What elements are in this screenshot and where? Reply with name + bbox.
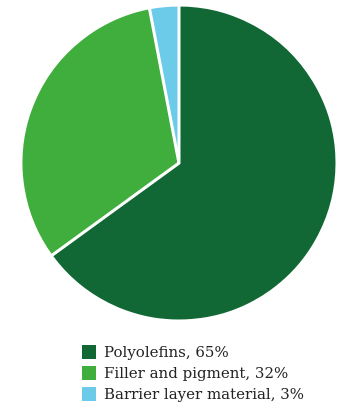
pie-slice-filler-and-pigment [19,6,181,258]
legend-item-barrier-layer-material: Barrier layer material, 3% [82,383,304,404]
legend-label-barrier-layer-material: Barrier layer material, 3% [104,384,305,403]
legend-swatch-barrier-layer-material [82,386,96,401]
legend-swatch-filler-and-pigment [82,365,96,380]
legend-item-filler-and-pigment: Filler and pigment, 32% [82,362,304,383]
legend-label-filler-and-pigment: Filler and pigment, 32% [104,363,289,382]
pie-chart [19,3,339,323]
legend-label-polyolefins: Polyolefins, 65% [104,342,229,361]
legend: Polyolefins, 65% Filler and pigment, 32%… [82,341,304,404]
legend-swatch-polyolefins [82,344,96,359]
pie-slice-barrier-layer-material [147,3,181,165]
pie-slice-polyolefins [49,3,339,323]
legend-item-polyolefins: Polyolefins, 65% [82,341,304,362]
